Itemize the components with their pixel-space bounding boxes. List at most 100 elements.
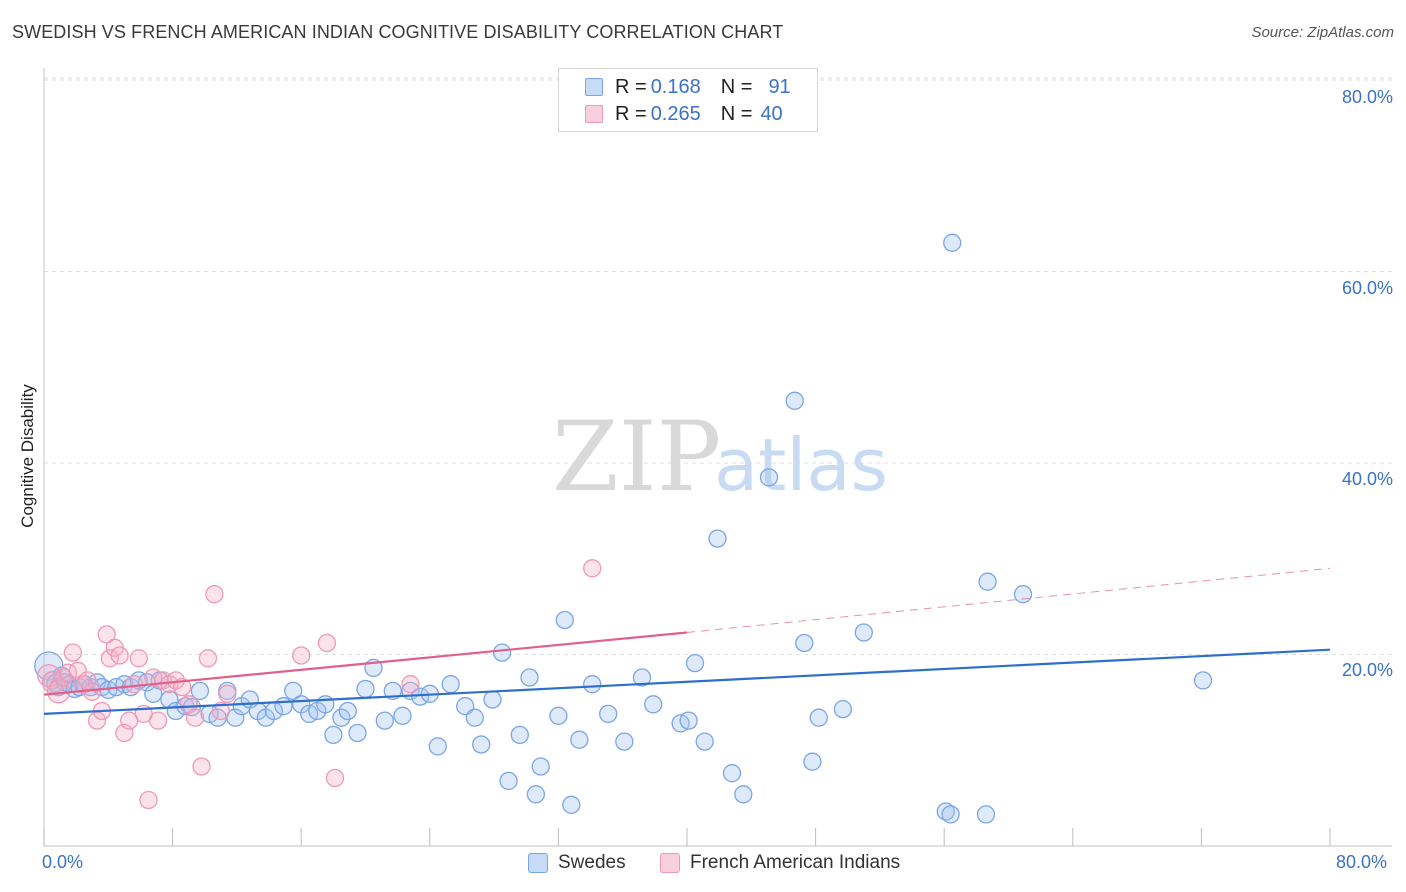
swedes-point-25 xyxy=(190,681,210,701)
swedes-point-36 xyxy=(284,681,303,701)
swedes-trend-line xyxy=(43,648,1331,715)
swedes-swatch xyxy=(585,78,603,96)
swedes-point-41 xyxy=(324,725,343,745)
swedes-point-82 xyxy=(785,391,804,410)
y-tick-label-60: 60.0% xyxy=(1341,278,1393,298)
axes xyxy=(43,68,1392,847)
french-american-indians-point-34 xyxy=(218,684,237,703)
swedes-point-85 xyxy=(809,708,828,727)
swedes-point-68 xyxy=(570,730,589,749)
r-value: 0.168 xyxy=(650,75,701,98)
swedes-point-81 xyxy=(759,468,779,487)
swedes-point-62 xyxy=(520,668,539,687)
french-american-indians-point-19 xyxy=(129,649,148,668)
swedes-point-42 xyxy=(332,708,351,727)
swedes-point-65 xyxy=(549,706,568,725)
chart-title: SWEDISH VS FRENCH AMERICAN INDIAN COGNIT… xyxy=(12,22,784,42)
swedes-point-43 xyxy=(338,701,357,721)
french-american-indians-legend-swatch xyxy=(660,853,680,873)
french-american-indians-point-15 xyxy=(110,646,129,665)
swedes-point-80 xyxy=(734,785,753,804)
french-american-indians-point-8 xyxy=(78,671,97,690)
french-american-indians-point-9 xyxy=(83,682,102,701)
n-value: 40 xyxy=(760,102,783,125)
legend-row-swedes: R = 0.168 N = 91 xyxy=(585,74,791,100)
r-label: R = xyxy=(615,102,647,125)
swedes-point-92 xyxy=(978,572,997,591)
swedes-point-49 xyxy=(393,706,412,725)
swedes-point-54 xyxy=(441,675,460,694)
n-label: N = xyxy=(720,75,753,98)
legend-row-french-american-indians: R = 0.265 N = 40 xyxy=(585,101,783,127)
swedes-point-76 xyxy=(685,653,705,673)
french-american-indians-point-6 xyxy=(68,661,87,680)
legend-item-swedes: Swedes xyxy=(528,852,626,874)
swedes-point-63 xyxy=(526,785,546,804)
french-american-indians-point-32 xyxy=(205,585,224,604)
legend-item-french-american-indians: French American Indians xyxy=(660,852,900,874)
french-american-indians-point-37 xyxy=(325,768,345,788)
french-american-indians-point-35 xyxy=(292,646,311,665)
swedes-point-78 xyxy=(708,529,727,548)
swedes-legend-label: Swedes xyxy=(558,852,626,873)
swedes-point-69 xyxy=(583,675,602,694)
watermark-atlas: atlas xyxy=(714,423,888,507)
y-tick-label-20: 20.0% xyxy=(1341,660,1393,680)
data-points xyxy=(34,233,1213,824)
swedes-point-84 xyxy=(803,752,822,771)
swedes-point-40 xyxy=(316,695,335,714)
french-american-indians-point-36 xyxy=(317,633,337,653)
swedes-point-71 xyxy=(615,732,634,751)
y-tick-label-80: 80.0% xyxy=(1341,87,1393,107)
trend-lines xyxy=(43,567,1331,715)
x-tick-label-min: 0.0% xyxy=(42,852,84,872)
swedes-point-44 xyxy=(348,723,367,743)
swedes-point-66 xyxy=(555,610,574,630)
swedes-point-59 xyxy=(492,643,512,662)
y-tick-label-40: 40.0% xyxy=(1341,469,1393,489)
x-tick-label-max: 80.0% xyxy=(1336,852,1388,872)
swedes-point-87 xyxy=(854,623,873,642)
swedes-point-70 xyxy=(599,704,618,724)
swedes-point-90 xyxy=(943,233,962,252)
swedes-point-60 xyxy=(499,771,518,791)
french-american-indians-point-21 xyxy=(139,790,158,810)
swedes-point-72 xyxy=(632,668,652,687)
french-american-indians-trend-extension xyxy=(686,567,1331,633)
french-american-indians-legend-label: French American Indians xyxy=(690,852,901,873)
french-american-indians-point-18 xyxy=(124,675,144,694)
swedes-point-61 xyxy=(510,725,529,745)
swedes-point-45 xyxy=(356,679,375,699)
french-american-indians-point-30 xyxy=(192,757,211,776)
french-american-indians-point-29 xyxy=(185,708,205,727)
swedes-point-73 xyxy=(644,695,663,714)
y-axis-label: Cognitive Disability xyxy=(18,384,37,528)
n-label: N = xyxy=(720,102,753,125)
swedes-legend-swatch xyxy=(528,853,548,873)
french-american-indians-point-39 xyxy=(583,559,602,578)
swedes-point-57 xyxy=(472,735,491,754)
swedes-point-67 xyxy=(562,795,581,814)
swedes-point-91 xyxy=(976,805,996,824)
swedes-point-47 xyxy=(375,711,394,730)
swedes-point-64 xyxy=(531,757,550,776)
swedes-point-56 xyxy=(465,708,484,727)
french-american-indians-point-12 xyxy=(97,625,116,644)
correlation-legend: R = 0.168 N = 91 R = 0.265 N = 40 xyxy=(558,68,818,132)
swedes-point-75 xyxy=(679,711,698,730)
r-label: R = xyxy=(615,75,647,98)
watermark-zip: ZIP xyxy=(552,401,721,513)
french-american-indians-swatch xyxy=(585,105,603,123)
french-american-indians-trend-line xyxy=(43,631,688,696)
swedes-point-93 xyxy=(1013,585,1033,604)
n-value: 91 xyxy=(768,75,791,98)
french-american-indians-point-38 xyxy=(401,675,420,694)
swedes-point-35 xyxy=(274,697,293,716)
grid-lines xyxy=(44,77,1392,655)
swedes-point-53 xyxy=(428,737,447,756)
swedes-point-89 xyxy=(941,805,960,824)
french-american-indians-point-23 xyxy=(148,711,168,730)
swedes-point-58 xyxy=(483,690,502,709)
